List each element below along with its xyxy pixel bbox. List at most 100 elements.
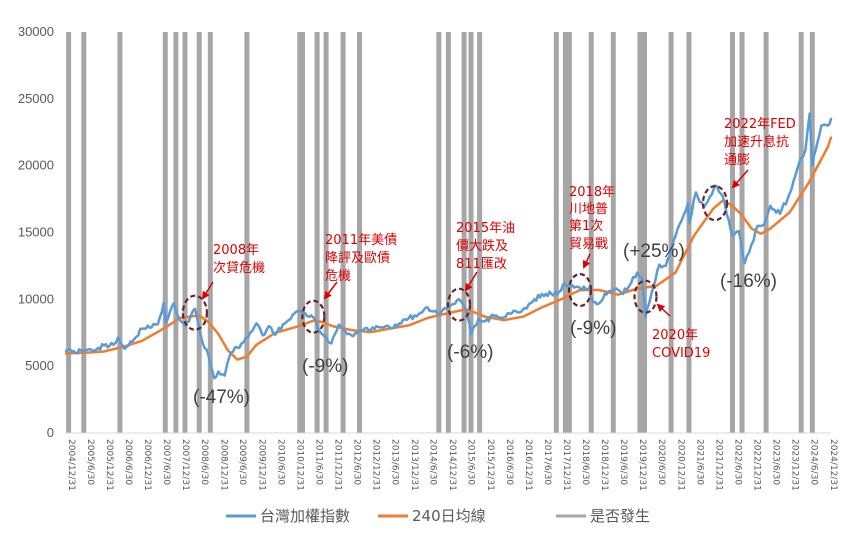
annotation-label: 次貸危機 [213,260,265,276]
annotation-label: 2008年 [213,243,259,258]
drawdown-label: (+25%) [623,241,685,262]
x-tick-label: 2020/6/30 [656,439,666,485]
x-tick-label: 2021/12/31 [714,439,724,491]
x-tick-label: 2006/12/31 [142,439,152,491]
legend: 台灣加權指數 240日均線 是否發生 [226,507,650,525]
annotation-2020: 2020年 COVID19 [652,303,710,361]
y-tick-label: 20000 [18,158,54,173]
x-tick-label: 2013/12/31 [409,439,419,491]
annotation-label: 2018年 [569,185,615,200]
annotation-2008: 2008年 次貸危機 [201,243,265,300]
legend-label-index: 台灣加權指數 [260,507,350,525]
x-tick-label: 2020/12/31 [675,439,685,491]
event-bar [668,32,674,433]
event-bar [196,32,202,433]
x-tick-label: 2014/12/31 [447,439,457,491]
x-tick-label: 2011/12/31 [333,439,343,491]
event-circle [181,294,208,331]
event-bar [162,32,168,433]
y-tick-label: 30000 [18,24,54,39]
y-tick-label: 15000 [18,225,54,240]
x-tick-label: 2019/6/30 [618,439,628,485]
event-bar [739,32,745,433]
x-tick-label: 2006/6/30 [123,439,133,485]
annotation-arrow [731,169,749,189]
event-bar [461,32,467,433]
x-tick-label: 2024/6/30 [809,439,819,485]
x-tick-label: 2015/6/30 [466,439,476,485]
event-circle [446,287,472,322]
annotation-label: 811匯改 [456,257,507,272]
x-tick-label: 2018/12/31 [599,439,609,491]
annotation-label: 2022年FED [724,117,796,132]
y-tick-label: 0 [47,425,54,440]
event-bar [323,32,329,433]
legend-label-ma: 240日均線 [412,507,486,525]
annotation-label: COVID19 [652,346,710,361]
annotation-label: 2020年 [652,328,698,343]
event-bar [357,32,362,433]
x-tick-label: 2022/12/31 [752,439,762,491]
x-tick-label: 2015/12/31 [485,439,495,491]
event-bar [340,32,346,433]
x-tick-label: 2010/12/31 [295,439,305,491]
annotation-label: 加速升息抗 [724,134,789,150]
drawdown-label: (-16%) [720,271,777,292]
x-tick-label: 2004/12/31 [66,439,76,491]
y-tick-label: 25000 [18,91,54,106]
x-tick-label: 2007/6/30 [161,439,171,485]
x-tick-label: 2012/12/31 [371,439,381,491]
event-circle [301,299,326,334]
event-bar [798,32,804,433]
x-tick-label: 2017/12/31 [561,439,571,491]
x-tick-label: 2024/12/31 [828,439,838,491]
x-tick-label: 2019/12/31 [637,439,647,491]
annotation-2011: 2011年美債 降評及歐債 危機 [323,233,397,300]
x-tick-label: 2011/6/30 [313,439,323,485]
drawdown-label: (-47%) [193,387,250,408]
event-bar [809,32,815,433]
x-axis: 2004/12/31 2005/6/30 2005/12/31 2006/6/30 20… [66,432,838,491]
annotation-arrow [582,253,591,269]
event-circle [567,272,593,308]
x-tick-label: 2013/6/30 [390,439,400,485]
annotation-label: 通膨 [724,153,750,168]
x-tick-label: 2008/6/30 [199,439,209,485]
x-tick-label: 2009/12/31 [256,439,266,491]
annotation-arrow [656,303,671,317]
annotation-label: 川地普 [569,202,608,217]
legend-label-event: 是否發生 [590,507,650,525]
y-tick-label: 10000 [18,291,54,306]
event-bar [173,32,179,433]
x-tick-label: 2010/6/30 [275,439,285,485]
x-tick-label: 2016/6/30 [504,439,514,485]
event-bar [182,32,188,433]
x-tick-label: 2017/6/30 [542,439,552,485]
x-tick-label: 2005/6/30 [85,439,95,485]
event-bar [297,32,303,433]
event-bar [553,32,559,433]
event-bar [436,32,442,433]
event-circle [633,279,658,314]
annotation-label: 第1次 [569,218,603,234]
y-tick-label: 5000 [25,358,54,373]
event-bar [117,32,123,433]
annotation-label: 降評及歐債 [325,251,390,266]
x-tick-label: 2022/6/30 [732,439,742,485]
x-tick-label: 2018/6/30 [580,439,590,485]
annotation-arrow [323,281,338,300]
event-circle [701,185,729,222]
event-bar [207,32,213,433]
x-tick-label: 2005/12/31 [104,439,114,491]
event-bar [300,32,305,433]
event-bar [445,32,451,433]
event-bar [686,32,692,433]
event-bar [81,32,87,433]
series-line-ma240 [64,136,833,361]
event-bar [562,32,568,433]
annotation-2022: 2022年FED 加速升息抗 通膨 [724,117,796,189]
event-bar [314,32,320,433]
x-tick-label: 2014/6/30 [428,439,438,485]
annotation-2018: 2018年 川地普 第1次 貿易戰 [569,185,615,269]
event-bar [588,32,594,433]
